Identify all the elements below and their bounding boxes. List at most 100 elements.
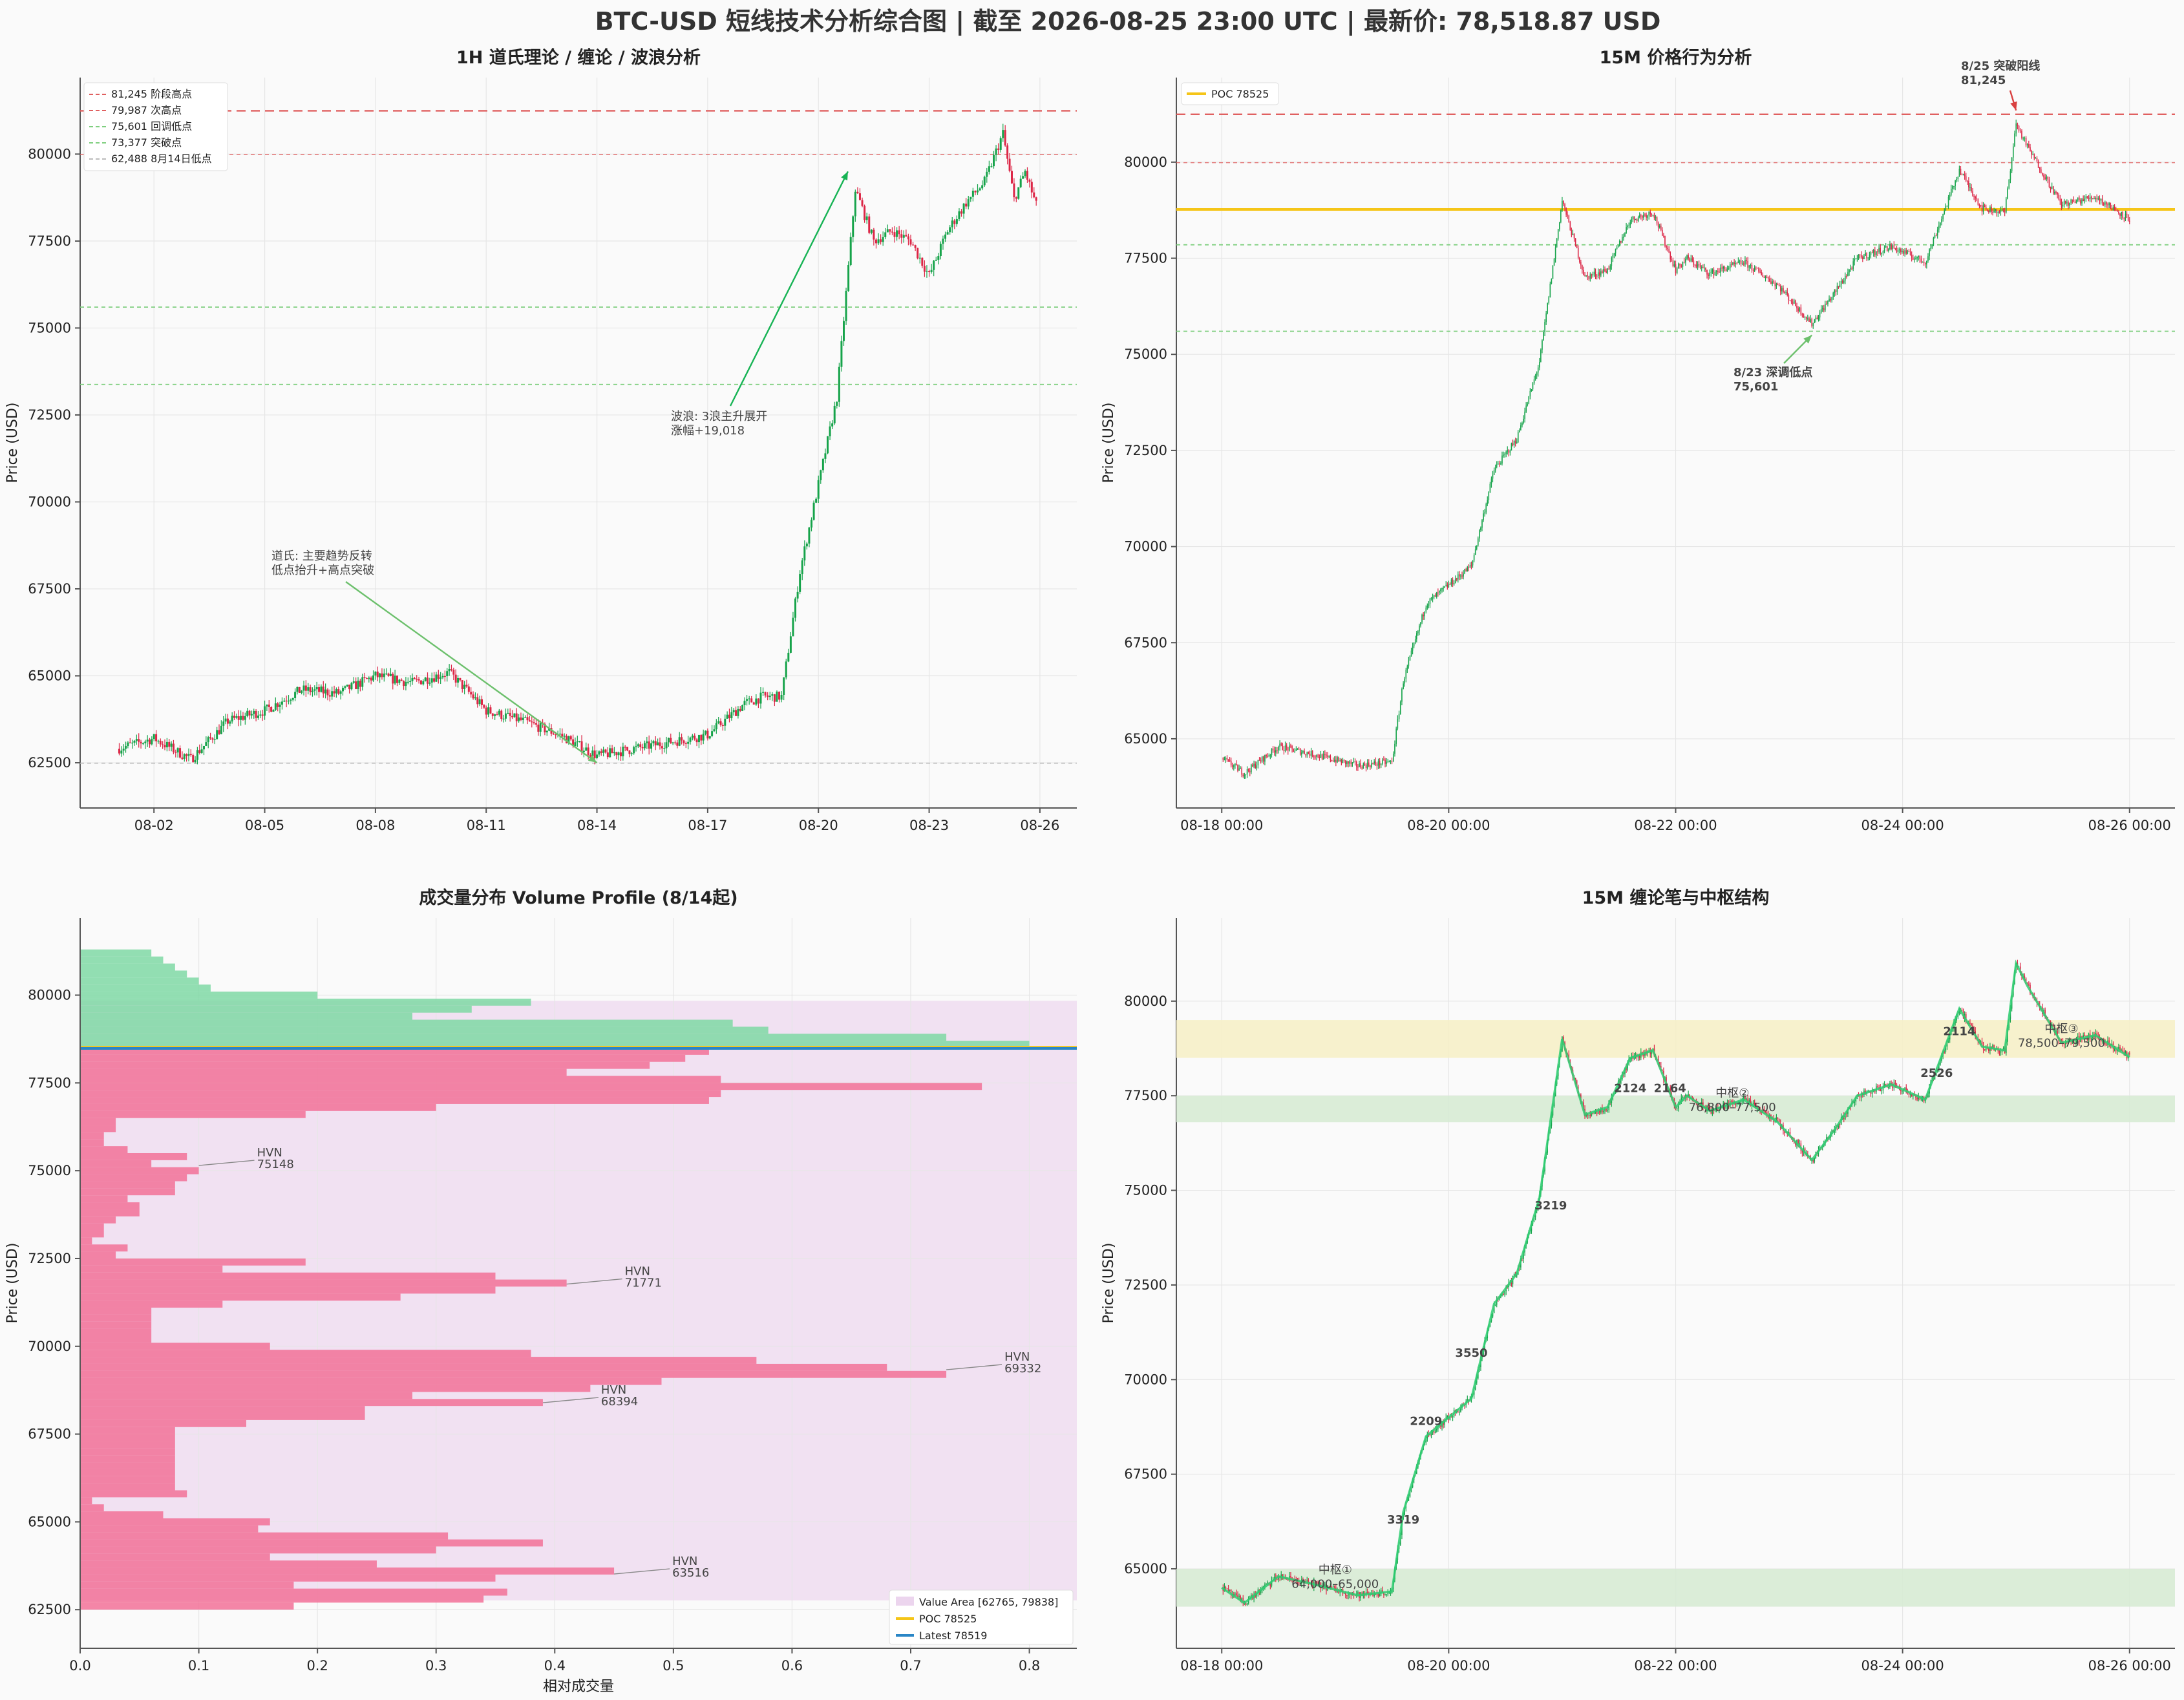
candle xyxy=(1436,592,1437,597)
candle xyxy=(1263,756,1264,762)
volume-bar xyxy=(80,1560,377,1568)
candle xyxy=(999,138,1002,150)
candle xyxy=(1909,251,1911,255)
candle xyxy=(2061,201,2062,207)
candle xyxy=(1735,262,1736,264)
candle xyxy=(279,705,281,707)
candle xyxy=(1253,763,1255,767)
candle xyxy=(240,716,242,720)
x-tick-label: 08-26 xyxy=(1020,818,1059,833)
candle xyxy=(1419,625,1420,632)
candle xyxy=(1317,1582,1319,1586)
candle xyxy=(596,754,599,758)
x-tick-label: 0.4 xyxy=(544,1658,566,1673)
candle xyxy=(1501,455,1503,464)
candle xyxy=(1469,565,1471,568)
candle xyxy=(630,753,633,754)
candle xyxy=(997,148,1000,150)
candle xyxy=(1892,245,1893,250)
candle xyxy=(1927,256,1929,261)
candle xyxy=(1968,181,1969,187)
candle xyxy=(944,234,947,239)
y-tick-label: 77500 xyxy=(1124,251,1167,266)
candle xyxy=(1750,264,1752,266)
candle xyxy=(2128,1053,2130,1054)
candle xyxy=(1729,264,1731,268)
candle xyxy=(1615,1092,1617,1094)
candle xyxy=(1984,205,1986,207)
candle xyxy=(870,229,873,233)
candle xyxy=(1776,284,1777,286)
candle xyxy=(2073,200,2075,202)
candle xyxy=(1622,237,1623,243)
candle xyxy=(1870,1091,1872,1094)
candle xyxy=(1772,281,1773,284)
candle xyxy=(1786,292,1788,295)
candle xyxy=(1585,275,1587,277)
candle xyxy=(1638,215,1640,217)
candle xyxy=(2122,1049,2124,1052)
candle xyxy=(2044,177,2046,180)
candle xyxy=(270,707,273,712)
candle xyxy=(2083,199,2084,202)
candle xyxy=(481,699,483,705)
candle xyxy=(905,235,907,237)
candle xyxy=(1513,1274,1515,1276)
candle xyxy=(318,687,321,692)
candle xyxy=(1710,1110,1712,1114)
candle xyxy=(365,677,368,679)
candle xyxy=(1724,266,1726,269)
candle xyxy=(1854,1101,1856,1103)
candle xyxy=(1331,1586,1333,1588)
candle xyxy=(518,717,520,721)
candle xyxy=(1642,215,1643,218)
candle xyxy=(437,674,440,679)
candle xyxy=(1496,464,1498,467)
candle xyxy=(951,220,953,228)
candle xyxy=(1338,757,1339,761)
volume-bar xyxy=(80,1216,116,1224)
candle xyxy=(1553,259,1555,266)
volume-bar xyxy=(80,1258,306,1266)
candle xyxy=(1554,247,1556,259)
candle xyxy=(1877,1086,1878,1088)
candle xyxy=(1651,1050,1653,1055)
candle xyxy=(1260,1590,1262,1593)
candle xyxy=(995,148,997,155)
candle xyxy=(1362,763,1364,769)
candle xyxy=(294,692,297,698)
candle xyxy=(794,598,797,618)
x-tick-label: 08-23 xyxy=(909,818,949,833)
candle xyxy=(1931,245,1933,248)
candle xyxy=(1761,271,1763,275)
candle xyxy=(1656,217,1658,224)
candle xyxy=(1867,257,1869,259)
candle xyxy=(535,723,537,725)
candle xyxy=(1736,1104,1738,1106)
candle xyxy=(313,689,316,691)
y-tick-label: 80000 xyxy=(1124,993,1167,1009)
candle xyxy=(1497,463,1499,465)
candle xyxy=(125,746,127,749)
candle xyxy=(739,708,741,711)
candle xyxy=(1380,1590,1382,1593)
candle xyxy=(1836,286,1838,292)
candle xyxy=(1758,268,1759,272)
candle xyxy=(168,741,171,747)
candle xyxy=(1504,1291,1505,1295)
volume-bar xyxy=(80,1160,152,1167)
candle xyxy=(370,677,372,681)
candle xyxy=(1578,257,1580,262)
legend: POC 78525 xyxy=(1181,82,1279,105)
candle xyxy=(746,699,748,701)
y-tick-label: 77500 xyxy=(28,233,71,249)
candle xyxy=(2092,198,2094,199)
candle xyxy=(2074,201,2076,204)
candle xyxy=(361,677,364,687)
candle xyxy=(1542,340,1543,350)
candle xyxy=(526,717,529,721)
candle xyxy=(1574,1078,1576,1081)
candle xyxy=(459,677,461,681)
candle xyxy=(909,239,912,245)
candle xyxy=(1398,714,1400,719)
